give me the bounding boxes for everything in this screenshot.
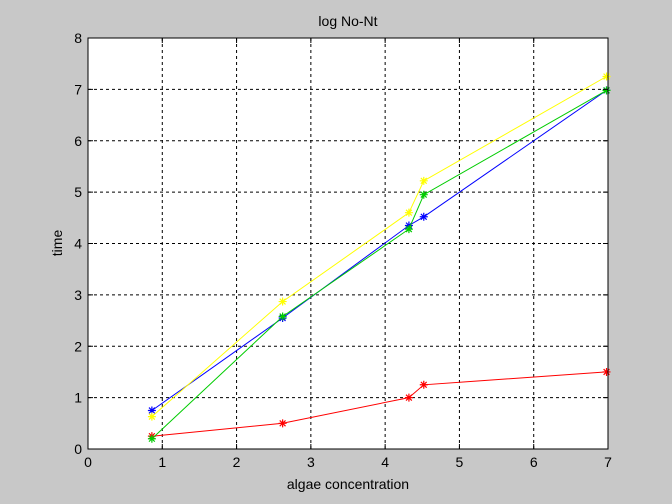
y-tick-label: 4 xyxy=(74,236,82,252)
series-4-point xyxy=(404,208,413,217)
chart-title: log No-Nt xyxy=(318,13,377,29)
x-tick-label: 5 xyxy=(456,454,464,470)
series-3-point xyxy=(419,190,428,199)
x-tick-label: 6 xyxy=(530,454,538,470)
y-tick-label: 2 xyxy=(74,338,82,354)
series-1-point xyxy=(404,393,413,402)
series-1-point xyxy=(602,367,611,376)
series-2-point xyxy=(419,212,428,221)
x-axis-label: algae concentration xyxy=(287,476,409,492)
series-4-point xyxy=(419,176,428,185)
ticks: 0 1 2 3 4 5 6 7 0 1 2 3 4 5 6 7 8 xyxy=(74,30,612,470)
grid xyxy=(88,38,608,449)
x-tick-label: 1 xyxy=(158,454,166,470)
series-3-point xyxy=(404,225,413,234)
series-3-point xyxy=(278,312,287,321)
y-axis-label: time xyxy=(49,230,65,257)
x-tick-label: 3 xyxy=(307,454,315,470)
x-tick-label: 2 xyxy=(233,454,241,470)
series-1-point xyxy=(278,419,287,428)
series-3-point xyxy=(602,86,611,95)
y-tick-label: 0 xyxy=(74,441,82,457)
y-tick-label: 7 xyxy=(74,81,82,97)
y-tick-label: 6 xyxy=(74,133,82,149)
y-tick-label: 3 xyxy=(74,287,82,303)
y-tick-label: 1 xyxy=(74,390,82,406)
x-tick-label: 4 xyxy=(381,454,389,470)
series-4-point xyxy=(602,72,611,81)
series-layer xyxy=(147,72,611,443)
y-tick-label: 8 xyxy=(74,30,82,46)
series-3-point xyxy=(147,434,156,443)
series-1-point xyxy=(419,380,428,389)
series-4-point xyxy=(147,412,156,421)
x-tick-label: 0 xyxy=(84,454,92,470)
series-4-point xyxy=(278,297,287,306)
y-tick-label: 5 xyxy=(74,184,82,200)
series-2-point xyxy=(147,406,156,415)
x-tick-label: 7 xyxy=(604,454,612,470)
